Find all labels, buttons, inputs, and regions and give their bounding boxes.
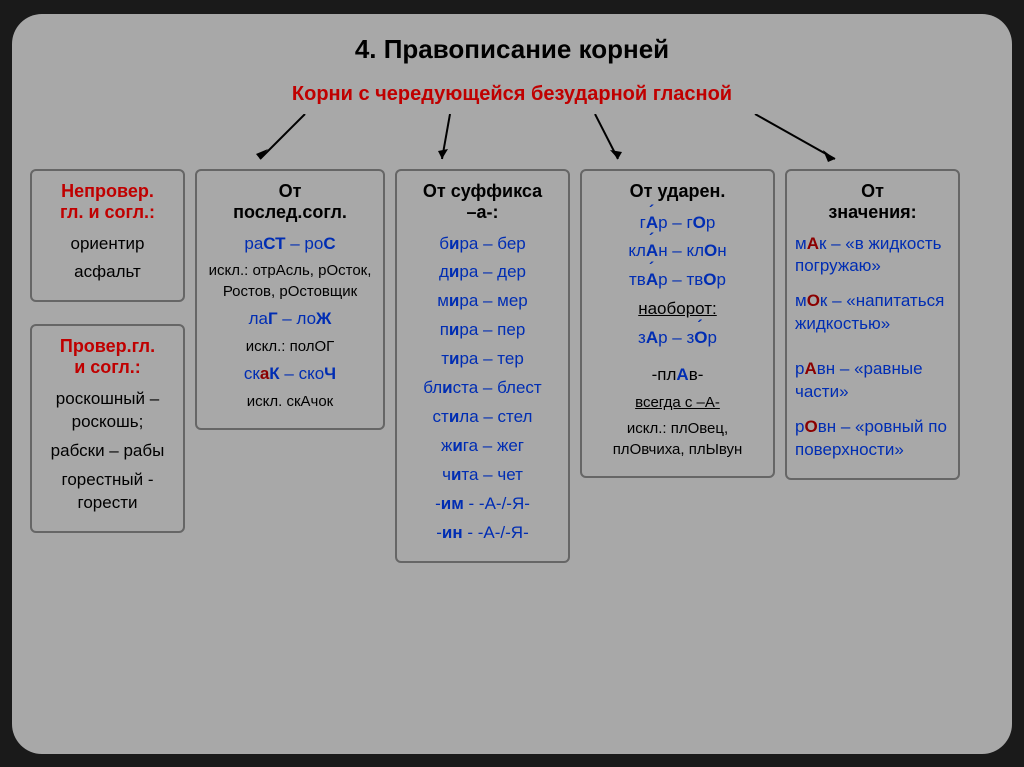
arrow-icon xyxy=(430,114,460,169)
text-line: раСТ – роС xyxy=(205,233,375,256)
text-line: асфальт xyxy=(40,261,175,284)
text-line: искл.: отрАсль, рОсток, Ростов, рОстовщи… xyxy=(205,261,375,302)
slide-title: 4. Правописание корней xyxy=(30,34,994,65)
slide: 4. Правописание корней Корни с чередующе… xyxy=(12,14,1012,754)
text-line: дира – дер xyxy=(405,261,560,284)
text-line: пира – пер xyxy=(405,319,560,342)
text-line: -им - -А-/-Я- xyxy=(405,493,560,516)
text-line: тира – тер xyxy=(405,348,560,371)
text-line: мОк – «напитаться жидкостью» xyxy=(795,290,950,336)
pairs-container: бира – бер дира – дер мира – мер пира – пер… xyxy=(405,233,560,487)
text-line: мАк – «в жидкость погружаю» xyxy=(795,233,950,279)
text-line: -ин - -А-/-Я- xyxy=(405,522,560,545)
text-line: чита – чет xyxy=(405,464,560,487)
text-line: роскошный – роскошь; xyxy=(40,388,175,434)
box-unchecked: Непровер.гл. и согл.: ориентир асфальт xyxy=(30,169,185,303)
box-stress: От ударен. гАр – гОр клАн – клОн твАр – … xyxy=(580,169,775,478)
box-title: Провер.гл.и согл.: xyxy=(40,336,175,378)
box-title: От суффикса–а-: xyxy=(405,181,560,223)
box-meaning: Отзначения: мАк – «в жидкость погружаю» … xyxy=(785,169,960,481)
box-suffix: От суффикса–а-: бира – бер дира – дер мира… xyxy=(395,169,570,563)
text-line: наоборот: xyxy=(590,298,765,321)
text-line: рАвн – «равные части» xyxy=(795,358,950,404)
text-line: лаГ – лоЖ xyxy=(205,308,375,331)
text-line: зАр – зОр xyxy=(590,327,765,350)
arrow-icon xyxy=(750,114,850,169)
text-line: мира – мер xyxy=(405,290,560,313)
box-checked: Провер.гл.и согл.: роскошный – роскошь; … xyxy=(30,324,185,533)
arrows xyxy=(30,114,994,164)
text-line: скаК – скоЧ xyxy=(205,363,375,386)
text-line: искл. скАчок xyxy=(205,392,375,412)
text-line: искл.: полОГ xyxy=(205,337,375,357)
box-consonant: Отпослед.согл. раСТ – роС искл.: отрАсль… xyxy=(195,169,385,431)
left-column: Непровер.гл. и согл.: ориентир асфальт П… xyxy=(30,169,185,534)
text-line: искл.: плОвец, плОвчиха, плЫвун xyxy=(590,419,765,460)
box-title: От ударен. xyxy=(590,181,765,202)
text-line: бира – бер xyxy=(405,233,560,256)
arrow-icon xyxy=(250,114,310,169)
text-line: горестный - горести xyxy=(40,469,175,515)
columns: Непровер.гл. и согл.: ориентир асфальт П… xyxy=(30,169,994,563)
text-line: рОвн – «ровный по поверхности» xyxy=(795,416,950,462)
text-line: жига – жег xyxy=(405,435,560,458)
text-line: рабски – рабы xyxy=(40,440,175,463)
text-line: твАр – твОр xyxy=(590,269,765,292)
text-line: стила – стел xyxy=(405,406,560,429)
slide-subtitle: Корни с чередующейся безударной гласной xyxy=(30,83,994,106)
box-title: Непровер.гл. и согл.: xyxy=(40,181,175,223)
text-line: -плАв- xyxy=(590,364,765,387)
box-title: Отпослед.согл. xyxy=(205,181,375,223)
text-line: блиста – блест xyxy=(405,377,560,400)
text-line: ориентир xyxy=(40,233,175,256)
arrow-icon xyxy=(590,114,630,169)
text-line: всегда с –А- xyxy=(590,393,765,413)
text-line: клАн – клОн xyxy=(590,240,765,263)
text-line: гАр – гОр xyxy=(590,212,765,235)
box-title: Отзначения: xyxy=(795,181,950,223)
